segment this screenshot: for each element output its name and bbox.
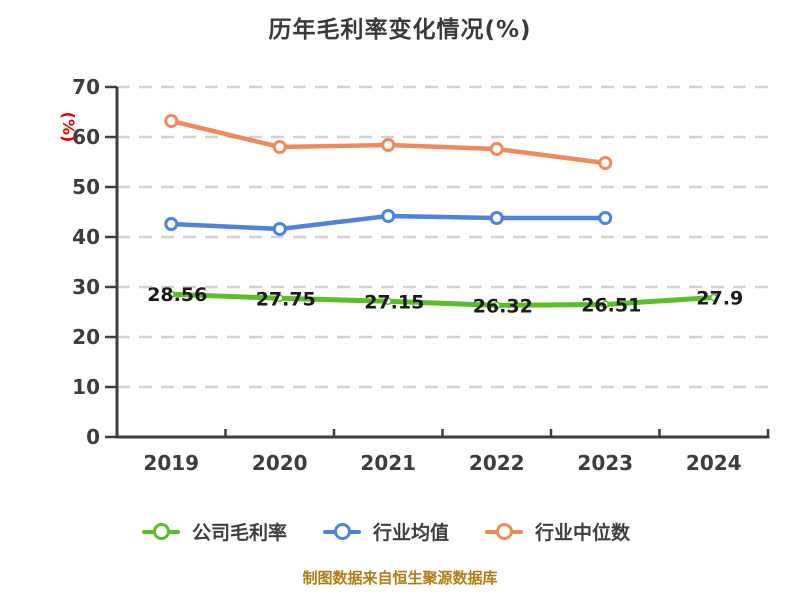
x-axis-tick-label: 2019 xyxy=(143,451,199,475)
data-point-industry-avg xyxy=(164,217,179,231)
data-point-industry-median xyxy=(381,138,396,152)
legend-label-industry-median: 行业中位数 xyxy=(535,522,631,544)
chart-title: 历年毛利率变化情况(%) xyxy=(268,17,532,43)
data-source-note: 制图数据来自恒生聚源数据库 xyxy=(302,569,498,587)
point-value-label: 28.56 xyxy=(147,284,207,306)
y-axis-tick-label: 70 xyxy=(72,75,100,99)
industry-avg-series-marker-icon xyxy=(322,523,361,540)
data-point-industry-avg xyxy=(598,211,613,225)
y-axis-tick-label: 30 xyxy=(72,275,100,299)
data-point-company xyxy=(384,297,392,305)
legend-label-company: 公司毛利率 xyxy=(191,522,287,544)
point-value-label: 27.9 xyxy=(696,288,743,310)
y-axis-tick-label: 0 xyxy=(86,425,100,449)
data-point-industry-median xyxy=(489,142,504,156)
data-point-industry-median xyxy=(272,140,287,154)
point-value-label: 27.75 xyxy=(256,288,316,310)
y-axis-tick-label: 50 xyxy=(72,175,100,199)
x-axis-tick-label: 2023 xyxy=(577,451,633,475)
y-axis-unit-label: (%) xyxy=(59,112,78,143)
x-axis-tick-label: 2021 xyxy=(360,451,416,475)
data-point-company xyxy=(601,300,609,309)
point-value-label: 26.51 xyxy=(581,294,641,316)
series-line-company xyxy=(168,291,717,308)
y-axis-tick-label: 40 xyxy=(72,225,100,249)
company-series-marker-icon xyxy=(141,523,180,540)
industry-median-series-marker-icon xyxy=(485,523,523,540)
data-point-company xyxy=(493,301,501,310)
data-point-industry-avg xyxy=(272,222,287,236)
data-point-company xyxy=(710,293,718,302)
x-axis-tick-label: 2022 xyxy=(469,451,525,475)
point-value-label: 26.32 xyxy=(473,295,533,317)
legend-item-industry-avg: 行业均值 xyxy=(322,518,449,545)
point-value-label: 27.15 xyxy=(364,291,424,313)
data-point-industry-median xyxy=(598,156,613,170)
legend-label-industry-avg: 行业均值 xyxy=(372,522,449,544)
chart-legend: 公司毛利率 行业均值 行业中位数 xyxy=(0,518,786,545)
x-axis-tick-label: 2020 xyxy=(252,451,308,475)
data-point-company xyxy=(276,294,284,302)
data-point-industry-avg xyxy=(489,211,504,225)
y-axis-tick-label: 10 xyxy=(72,375,100,399)
legend-item-company: 公司毛利率 xyxy=(141,518,287,545)
y-axis-tick-label: 60 xyxy=(72,125,100,149)
x-axis-tick-label: 2024 xyxy=(686,451,742,475)
legend-item-industry-median: 行业中位数 xyxy=(485,518,630,545)
data-point-industry-median xyxy=(164,114,179,128)
data-point-company xyxy=(167,290,175,298)
y-axis-tick-label: 20 xyxy=(72,325,100,349)
data-point-industry-avg xyxy=(381,209,396,223)
